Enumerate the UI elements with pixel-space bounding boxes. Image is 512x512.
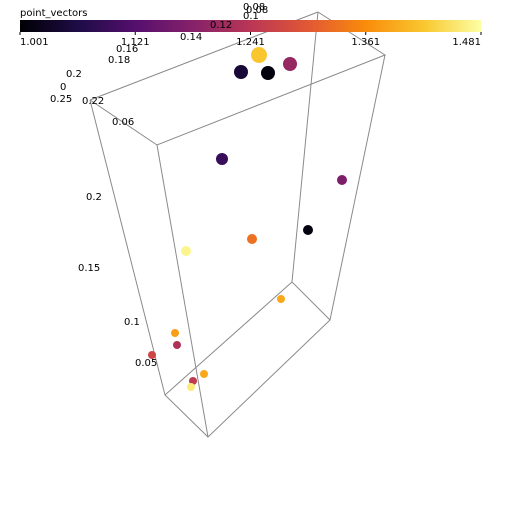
- point: [181, 246, 191, 256]
- axis-tick-label: 0.18: [108, 55, 130, 66]
- axis-tick-label: 0.15: [78, 263, 100, 274]
- points: [148, 47, 347, 391]
- point: [187, 383, 195, 391]
- axis-tick-label: 0.05: [135, 358, 157, 369]
- point: [173, 341, 181, 349]
- point: [283, 57, 297, 71]
- axis-tick-label: 0.22: [82, 96, 104, 107]
- colorbar-tick-label: 1.481: [452, 37, 481, 48]
- axis-tick-label: 0.08: [243, 2, 265, 13]
- point: [251, 47, 267, 63]
- point: [171, 329, 179, 337]
- colorbar-tick-label: 1.121: [121, 37, 150, 48]
- axis-tick-label: 0.25: [50, 94, 72, 105]
- axis-tick-label: 0.08: [246, 5, 268, 16]
- point: [303, 225, 313, 235]
- point: [148, 351, 156, 359]
- axis-tick-label: 0: [60, 82, 66, 93]
- box-edge: [89, 11, 387, 146]
- point: [247, 234, 257, 244]
- point: [234, 65, 248, 79]
- box-edge: [156, 54, 386, 439]
- axis-tick-label: 0.1: [243, 11, 259, 22]
- point: [277, 295, 285, 303]
- axis-tick-label: 0.14: [180, 32, 202, 43]
- point: [337, 175, 347, 185]
- colorbar-tick-label: 1.361: [351, 37, 380, 48]
- point: [261, 66, 275, 80]
- axis-tick-label: 0.12: [210, 20, 232, 31]
- axis-tick-label: 0.06: [112, 117, 134, 128]
- bounding-box: [89, 11, 387, 439]
- axis-tick-label: 0.1: [124, 317, 140, 328]
- box-edge: [291, 11, 331, 321]
- axis-tick-label: 0.2: [66, 69, 82, 80]
- box-edge: [164, 281, 293, 396]
- colorbar: [20, 20, 481, 32]
- axis-tick-label: 0.2: [86, 192, 102, 203]
- colorbar-tick-label: 1.241: [236, 37, 265, 48]
- colorbar-title: point_vectors: [20, 8, 87, 19]
- point: [200, 370, 208, 378]
- colorbar-tick-label: 1.001: [20, 37, 49, 48]
- point: [216, 153, 228, 165]
- axis-tick-label: 0.16: [116, 44, 138, 55]
